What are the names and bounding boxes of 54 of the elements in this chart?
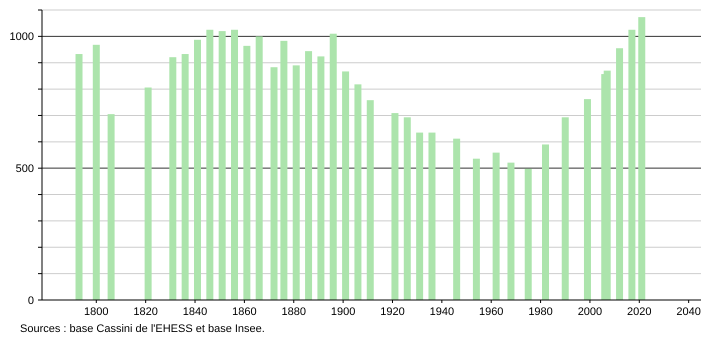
bar xyxy=(542,144,550,300)
bar xyxy=(256,36,263,300)
bar xyxy=(524,168,532,300)
bar xyxy=(616,48,624,300)
bar xyxy=(366,100,374,300)
bar xyxy=(76,54,83,300)
bar xyxy=(342,71,350,300)
x-tick-label: 1880 xyxy=(282,306,306,318)
bar xyxy=(638,17,646,300)
bar xyxy=(218,31,226,300)
x-tick-label: 1940 xyxy=(430,306,454,318)
x-tick-label: 2040 xyxy=(676,306,701,318)
bar xyxy=(305,51,312,300)
bar xyxy=(194,40,201,300)
bar xyxy=(416,132,424,300)
x-tick-label: 1960 xyxy=(478,306,504,318)
bar xyxy=(404,117,411,300)
bar xyxy=(453,138,460,300)
bar xyxy=(428,132,436,300)
bar xyxy=(604,70,611,300)
bar xyxy=(92,44,100,300)
x-tick-label: 1840 xyxy=(182,306,208,318)
bar xyxy=(182,54,189,300)
bar xyxy=(270,67,278,300)
x-tick-label: 1820 xyxy=(133,306,158,318)
bar xyxy=(317,56,324,300)
bar xyxy=(330,34,337,300)
x-tick-label: 2000 xyxy=(578,306,602,318)
bar xyxy=(584,99,591,300)
x-tick-label: 1980 xyxy=(528,306,553,318)
bar xyxy=(492,152,500,300)
y-tick-label: 1000 xyxy=(10,31,34,44)
bar xyxy=(144,88,152,300)
bar xyxy=(507,162,514,300)
bar xyxy=(108,114,115,300)
x-tick-label: 2020 xyxy=(627,306,652,318)
bar xyxy=(280,40,288,300)
bar xyxy=(169,57,176,300)
y-tick-label: 0 xyxy=(28,294,34,307)
y-tick-label: 500 xyxy=(16,163,34,176)
source-note: Sources : base Cassini de l'EHESS et base Insee. xyxy=(20,323,265,335)
bar xyxy=(628,30,636,300)
bar xyxy=(243,46,250,300)
x-tick-label: 1860 xyxy=(232,306,257,318)
x-tick-label: 1800 xyxy=(84,306,109,318)
x-tick-label: 1900 xyxy=(330,306,356,318)
bar xyxy=(562,117,569,300)
bar xyxy=(472,158,480,300)
bar xyxy=(292,65,300,300)
bar xyxy=(206,30,214,300)
bar xyxy=(391,113,398,300)
bar xyxy=(354,84,362,300)
bar xyxy=(231,30,238,300)
x-tick-label: 1920 xyxy=(380,306,405,318)
